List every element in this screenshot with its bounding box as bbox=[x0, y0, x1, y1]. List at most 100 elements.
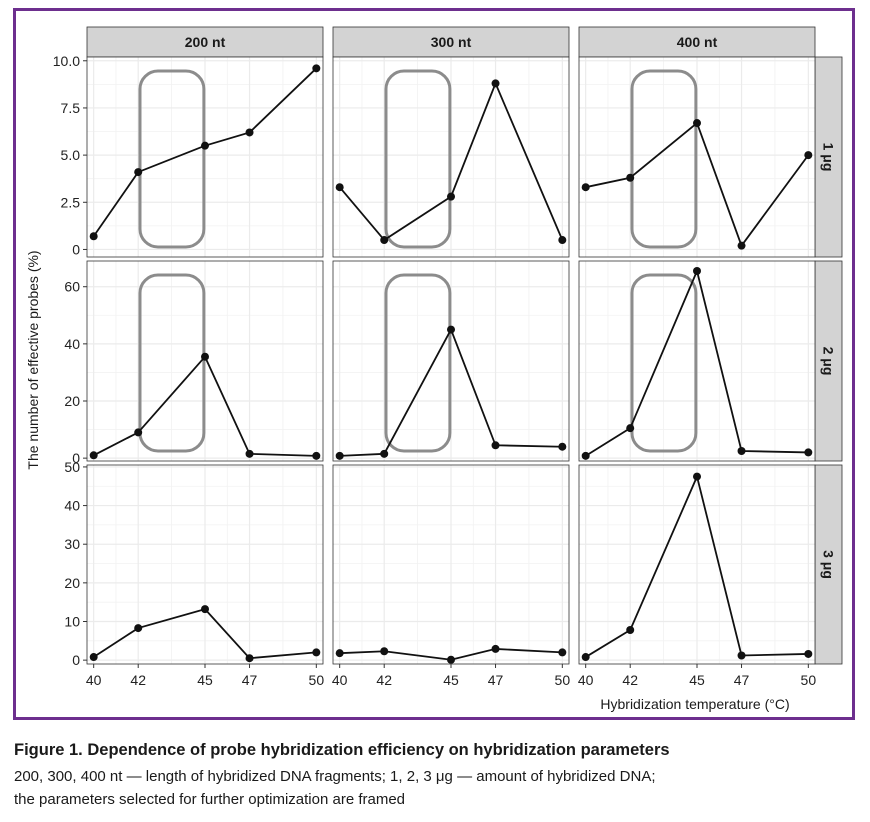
data-point-r3-c3-x50 bbox=[804, 649, 813, 658]
caption-line-2: the parameters selected for further opti… bbox=[14, 791, 406, 808]
strip-column-3 bbox=[578, 26, 816, 58]
strip-label-row-1: 1 μg bbox=[821, 143, 837, 172]
y-tick-label: 30 bbox=[64, 536, 80, 552]
panel-r3-c1 bbox=[87, 465, 323, 664]
data-point-r3-c3-x45 bbox=[693, 472, 701, 481]
data-point-r2-c3-x45 bbox=[693, 267, 701, 275]
x-tick-label: 45 bbox=[689, 672, 705, 688]
panel-border bbox=[332, 56, 570, 258]
selection-frame-r1-c1 bbox=[138, 69, 206, 249]
data-point-r2-c3-x47 bbox=[737, 447, 746, 455]
data-point-r3-c1-x47 bbox=[245, 654, 254, 663]
x-tick-label: 45 bbox=[197, 672, 213, 688]
data-point-r1-c3-x45 bbox=[693, 119, 701, 128]
panel-border bbox=[86, 260, 324, 462]
y-tick-label: 2.5 bbox=[61, 194, 81, 210]
x-tick-label: 47 bbox=[734, 672, 750, 688]
faceted-line-chart: 200 nt 300 nt 400 nt 1 μg 2 μg 3 μg 0 2.5 5.0 7.5… bbox=[25, 26, 843, 712]
data-point-r1-c1-x50 bbox=[312, 64, 321, 73]
selection-frame-r2-c3 bbox=[630, 273, 698, 453]
data-point-r3-c1-x45 bbox=[201, 605, 209, 614]
data-point-r2-c1-x40 bbox=[89, 451, 98, 460]
data-point-r3-c2-x47 bbox=[491, 644, 500, 653]
x-tick-label: 42 bbox=[376, 672, 392, 688]
x-tick-label: 50 bbox=[801, 672, 817, 688]
data-point-r3-c2-x42 bbox=[380, 647, 389, 656]
data-point-r2-c1-x42 bbox=[134, 428, 143, 437]
x-tick-label: 47 bbox=[242, 672, 258, 688]
x-tick-label: 40 bbox=[332, 672, 348, 688]
selection-frame-r1-c2 bbox=[384, 69, 452, 249]
data-point-r2-c1-x50 bbox=[312, 451, 321, 460]
x-tick-label: 47 bbox=[488, 672, 504, 688]
data-point-r1-c1-x45 bbox=[201, 141, 209, 150]
panel-r3-c2 bbox=[333, 465, 569, 664]
y-tick-label: 5.0 bbox=[61, 147, 81, 163]
data-point-r1-c1-x42 bbox=[134, 168, 143, 177]
panel-border bbox=[332, 260, 570, 462]
data-point-r1-c3-x47 bbox=[737, 241, 746, 250]
figure-frame bbox=[13, 8, 855, 720]
y-tick-label: 50 bbox=[64, 459, 80, 475]
data-point-r3-c3-x47 bbox=[737, 651, 746, 660]
data-point-r3-c1-x42 bbox=[134, 624, 143, 633]
selection-frame-r2-c1 bbox=[138, 273, 206, 453]
data-point-r3-c3-x40 bbox=[581, 653, 590, 662]
data-point-r3-c2-x50 bbox=[558, 648, 567, 657]
y-tick-label: 40 bbox=[64, 336, 80, 352]
data-point-r3-c1-x40 bbox=[89, 653, 98, 662]
selection-frame-r2-c2 bbox=[384, 273, 452, 453]
data-point-r2-c3-x50 bbox=[804, 448, 813, 457]
data-point-r1-c2-x47 bbox=[491, 79, 500, 88]
strip-label-row-2: 2 μg bbox=[821, 347, 837, 376]
data-point-r2-c1-x47 bbox=[245, 449, 254, 458]
x-tick-label: 42 bbox=[130, 672, 146, 688]
panel-border bbox=[578, 260, 816, 462]
strip-label-column-3: 400 nt bbox=[677, 34, 718, 50]
strip-label-column-1: 200 nt bbox=[185, 34, 226, 50]
caption-line-1: 200, 300, 400 nt — length of hybridized … bbox=[14, 768, 656, 785]
data-point-r1-c3-x40 bbox=[581, 183, 590, 192]
selection-frame-r1-c3 bbox=[630, 69, 698, 249]
y-tick-label: 40 bbox=[64, 498, 80, 514]
y-tick-label: 60 bbox=[64, 279, 80, 295]
y-tick-label: 7.5 bbox=[61, 100, 81, 116]
y-tick-label: 20 bbox=[64, 393, 80, 409]
data-point-r1-c2-x45 bbox=[447, 192, 455, 201]
y-tick-label: 10.0 bbox=[53, 53, 80, 69]
data-point-r3-c1-x50 bbox=[312, 648, 321, 657]
x-tick-label: 42 bbox=[622, 672, 638, 688]
y-tick-label: 0 bbox=[72, 652, 80, 668]
data-point-r2-c2-x47 bbox=[491, 441, 500, 450]
data-point-r1-c1-x40 bbox=[89, 232, 98, 241]
strip-label-column-2: 300 nt bbox=[431, 34, 472, 50]
data-point-r3-c2-x45 bbox=[447, 655, 455, 664]
x-tick-label: 40 bbox=[86, 672, 102, 688]
data-point-r3-c2-x40 bbox=[335, 649, 344, 658]
data-point-r2-c2-x42 bbox=[380, 449, 389, 458]
y-tick-label: 0 bbox=[72, 450, 80, 466]
panel-border bbox=[578, 56, 816, 258]
data-point-r2-c1-x45 bbox=[201, 352, 209, 361]
data-point-r2-c3-x42 bbox=[626, 424, 635, 433]
data-point-r1-c1-x47 bbox=[245, 128, 254, 137]
y-tick-label: 10 bbox=[64, 613, 80, 629]
data-point-r1-c2-x42 bbox=[380, 236, 389, 245]
y-axis-title: The number of effective probes (%) bbox=[25, 250, 41, 469]
x-tick-label: 50 bbox=[555, 672, 571, 688]
panel-border bbox=[86, 56, 324, 258]
strip-column-2 bbox=[332, 26, 570, 58]
data-point-r1-c3-x50 bbox=[804, 151, 813, 160]
caption-title: Figure 1. Dependence of probe hybridizat… bbox=[14, 741, 670, 759]
data-point-r3-c3-x42 bbox=[626, 625, 635, 634]
y-tick-label: 0 bbox=[72, 241, 80, 257]
x-tick-label: 40 bbox=[578, 672, 594, 688]
data-point-r1-c2-x40 bbox=[335, 183, 344, 192]
y-tick-label: 20 bbox=[64, 575, 80, 591]
data-point-r2-c3-x40 bbox=[581, 451, 590, 460]
panel-r3-c3 bbox=[579, 465, 815, 664]
x-axis-title: Hybridization temperature (°C) bbox=[600, 696, 789, 712]
x-tick-label: 50 bbox=[309, 672, 325, 688]
data-point-r2-c2-x45 bbox=[447, 325, 455, 334]
data-point-r2-c2-x40 bbox=[335, 451, 344, 460]
